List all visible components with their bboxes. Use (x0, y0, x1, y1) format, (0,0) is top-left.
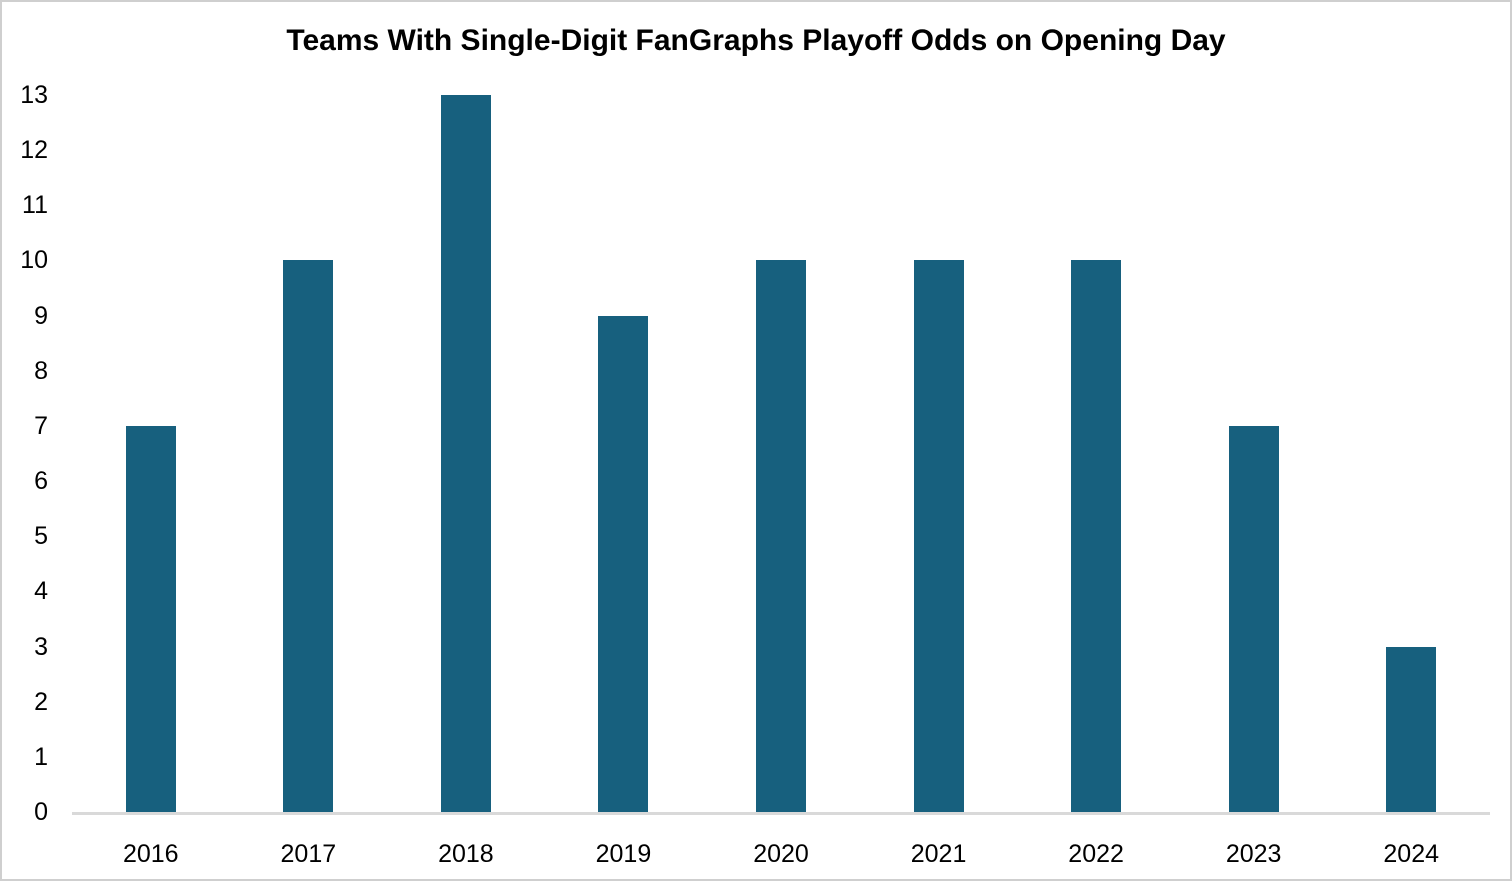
y-axis-tick-label: 2 (34, 687, 48, 716)
bar-2016 (125, 425, 176, 812)
y-axis-tick-label: 12 (20, 136, 48, 165)
bar-2019 (598, 315, 649, 812)
x-axis-tick-label: 2020 (753, 840, 809, 868)
bar-2021 (913, 260, 964, 812)
x-axis-tick-label: 2024 (1383, 840, 1440, 868)
x-axis-tick-label: 2017 (280, 840, 337, 868)
bar-2017 (283, 260, 334, 812)
bar-2020 (756, 260, 806, 812)
y-axis-tick-label: 3 (34, 632, 48, 661)
y-axis-tick-label: 0 (34, 798, 48, 826)
bar-2018 (440, 95, 491, 812)
y-axis-tick-label: 7 (34, 411, 48, 440)
y-axis-tick-label: 9 (34, 301, 48, 330)
x-axis-tick-label: 2022 (1068, 840, 1124, 868)
bar-2024 (1386, 646, 1437, 812)
y-axis-tick-label: 10 (20, 246, 48, 275)
chart-title: Teams With Single-Digit FanGraphs Playof… (286, 24, 1226, 57)
bar-2022 (1071, 260, 1122, 812)
y-axis-tick-label: 6 (34, 467, 48, 496)
y-axis-tick-label: 8 (34, 356, 48, 385)
x-axis-tick-label: 2019 (595, 840, 652, 868)
y-axis-tick-label: 5 (34, 522, 48, 551)
y-axis-tick-label: 4 (34, 577, 48, 606)
bar-2023 (1228, 425, 1279, 812)
x-axis-tick-label: 2023 (1225, 840, 1282, 868)
y-axis-tick-label: 1 (34, 742, 48, 771)
y-axis-tick-label: 11 (22, 191, 48, 220)
x-axis-tick-label: 2016 (122, 840, 179, 868)
x-axis-tick-label: 2021 (910, 840, 967, 868)
x-axis-line (72, 812, 1490, 815)
x-axis-tick-label: 2018 (438, 840, 494, 868)
y-axis-tick-label: 13 (20, 81, 48, 109)
